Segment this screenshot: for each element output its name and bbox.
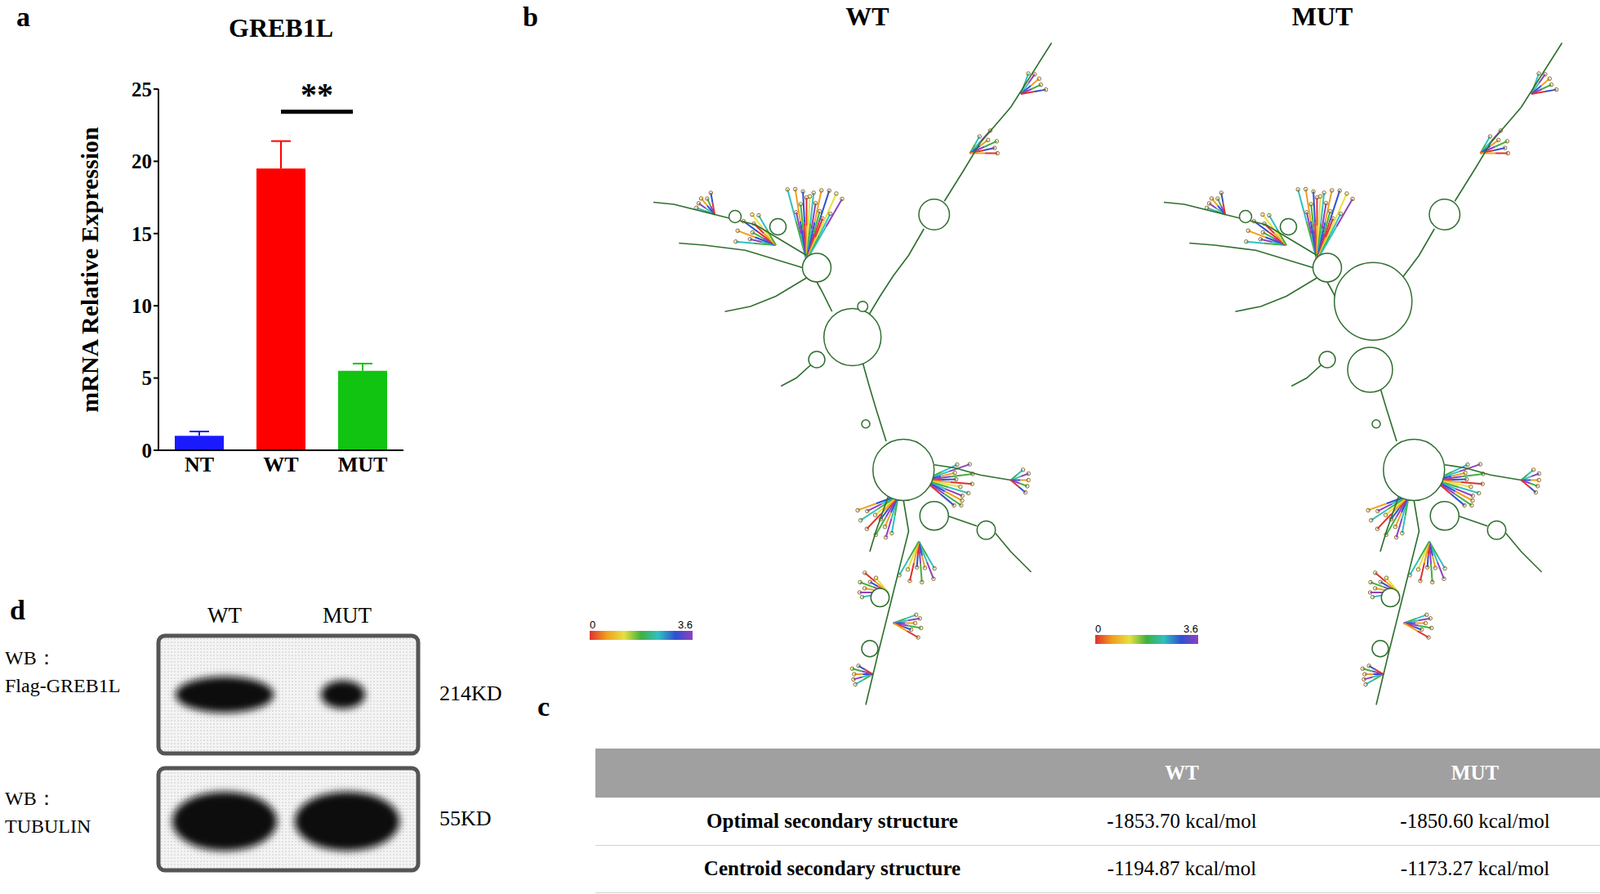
svg-text:3.6: 3.6 bbox=[677, 618, 693, 631]
html-text:WT: WT bbox=[1164, 761, 1199, 784]
html-text:d: d bbox=[9, 594, 26, 625]
html-text:WT: WT bbox=[845, 1, 890, 32]
html-text:55KD: 55KD bbox=[439, 805, 492, 830]
html-text:c: c bbox=[537, 690, 550, 722]
svg-text:5: 5 bbox=[142, 366, 153, 389]
html-text:Centroid secondary structure: Centroid secondary structure bbox=[703, 856, 961, 879]
html-text:Optimal secondary structure: Optimal secondary structure bbox=[706, 809, 958, 832]
html-text:WT: WT bbox=[207, 602, 242, 628]
html-text:-1194.87 kcal/mol: -1194.87 kcal/mol bbox=[1107, 856, 1257, 879]
html-text:WB：: WB： bbox=[4, 787, 57, 809]
html-text:GREB1L: GREB1L bbox=[228, 13, 334, 43]
html-text:214KD: 214KD bbox=[439, 681, 502, 705]
html-text:MUT: MUT bbox=[1451, 761, 1499, 784]
svg-text:WT: WT bbox=[262, 452, 299, 477]
svg-text:10: 10 bbox=[131, 294, 152, 317]
html-text:MUT: MUT bbox=[1291, 1, 1353, 32]
svg-text:0: 0 bbox=[589, 618, 596, 631]
html-text:WB：: WB： bbox=[4, 646, 57, 669]
html-text:MUT: MUT bbox=[322, 602, 372, 628]
html-text:a: a bbox=[16, 1, 31, 32]
svg-text:0: 0 bbox=[1095, 622, 1101, 635]
html-text:-1853.70 kcal/mol: -1853.70 kcal/mol bbox=[1106, 809, 1257, 832]
svg-text:MUT: MUT bbox=[338, 452, 388, 477]
html-text:mRNA Relative Expression: mRNA Relative Expression bbox=[75, 126, 103, 413]
html-text:-1173.27 kcal/mol: -1173.27 kcal/mol bbox=[1400, 856, 1550, 879]
svg-text:20: 20 bbox=[131, 150, 152, 173]
svg-text:0: 0 bbox=[142, 439, 153, 462]
svg-text:NT: NT bbox=[184, 452, 214, 477]
html-text:Flag-GREB1L: Flag-GREB1L bbox=[4, 674, 121, 696]
svg-text:**: ** bbox=[300, 75, 334, 113]
html-text:TUBULIN: TUBULIN bbox=[4, 815, 91, 837]
svg-text:3.6: 3.6 bbox=[1183, 622, 1199, 635]
svg-text:15: 15 bbox=[131, 222, 152, 246]
html-text:b: b bbox=[522, 1, 539, 32]
svg-text:25: 25 bbox=[131, 78, 152, 101]
html-text:-1850.60 kcal/mol: -1850.60 kcal/mol bbox=[1400, 809, 1550, 832]
